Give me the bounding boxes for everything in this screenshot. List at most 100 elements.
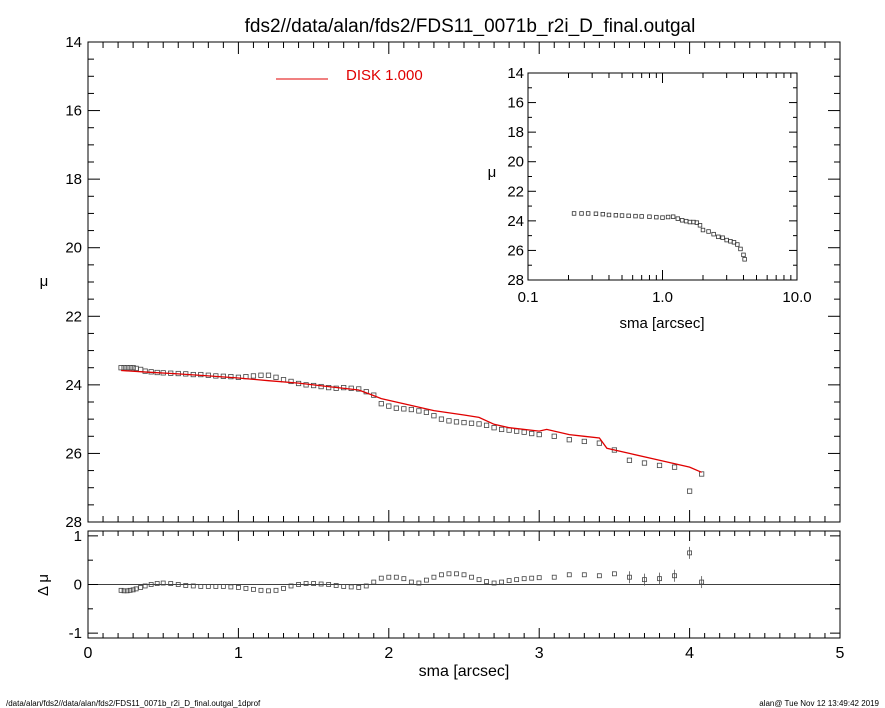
main-data-point (536, 431, 542, 438)
residual-data-point (499, 579, 505, 585)
main-data-point (121, 365, 127, 371)
residual-data-point (154, 581, 160, 586)
residual-data-point (536, 575, 542, 581)
residual-data-point (401, 576, 407, 582)
main-data-point (138, 366, 144, 373)
residual-data-point (168, 581, 174, 586)
inset-data-point (571, 211, 577, 216)
residual-data-point (484, 579, 489, 584)
footer-file-path: /data/alan/fds2//data/alan/fds2/FDS11_00… (6, 699, 261, 708)
residual-data-point (311, 581, 317, 586)
inset-y-axis-label: μ (488, 164, 497, 181)
main-data-point (699, 471, 705, 477)
main-y-tick-label: 22 (65, 308, 82, 325)
residual-data-point (183, 583, 189, 588)
residual-data-point (439, 572, 444, 578)
main-data-point (687, 488, 693, 494)
chart-title: fds2//data/alan/fds2/FDS11_0071b_r2i_D_f… (245, 16, 696, 37)
main-data-point (483, 422, 490, 428)
main-y-tick-label: 16 (65, 103, 82, 120)
residual-data-point (431, 574, 437, 580)
legend-label: DISK 1.000 (346, 67, 423, 84)
residual-data-point (551, 574, 557, 580)
residual-data-point (228, 584, 234, 590)
residual-data-point (281, 585, 286, 591)
main-data-point (626, 457, 633, 463)
residual-data-point (190, 583, 196, 589)
inset-y-tick-label: 22 (507, 183, 524, 200)
residual-data-point (251, 586, 256, 592)
residual-data-point (130, 587, 136, 593)
main-data-point (641, 460, 648, 466)
residual-x-axis-label: sma [arcsec] (419, 663, 510, 680)
inset-data-point (626, 213, 631, 219)
inset-data-point (613, 213, 619, 218)
main-data-point (258, 372, 264, 378)
residual-y-axis: 1 0 -1 (69, 528, 840, 642)
residual-x-tick-label: 2 (384, 645, 393, 662)
residual-data-point (657, 576, 662, 582)
residual-data-point (393, 574, 399, 580)
inset-data-point (654, 214, 659, 220)
inset-data-point (694, 220, 700, 225)
main-data-point (378, 401, 384, 407)
inset-data-point (670, 214, 676, 219)
inset-data-point (579, 211, 584, 216)
inset-y-tick-label: 16 (507, 95, 524, 112)
main-data-point (130, 365, 136, 371)
residual-data-point (124, 588, 130, 594)
inset-data-point (600, 212, 606, 217)
inset-data-point (728, 239, 733, 244)
main-x-axis (87, 42, 841, 522)
residual-data-point (416, 580, 422, 586)
main-data-points (118, 365, 705, 494)
residual-data-point (378, 575, 384, 581)
main-data-point (250, 373, 257, 379)
residual-x-axis: 0 1 2 3 4 5 (84, 531, 845, 662)
main-data-point (461, 419, 467, 426)
main-y-tick-label: 26 (65, 445, 82, 462)
main-data-point (656, 462, 663, 469)
residual-data-point (612, 571, 617, 577)
main-data-point (423, 409, 430, 415)
residual-y-tick-label: 0 (74, 577, 82, 594)
main-y-tick-label: 14 (65, 34, 82, 51)
residual-data-point (288, 583, 294, 589)
residual-data-point (213, 584, 219, 589)
inset-y-tick-label: 18 (507, 124, 524, 141)
inset-data-point (741, 252, 746, 258)
inset-data-point (687, 219, 693, 225)
inset-data-point (700, 227, 706, 233)
main-data-point (566, 437, 572, 443)
residual-data-point (356, 585, 362, 590)
residual-data-point (220, 584, 226, 589)
residual-data-point (491, 580, 497, 586)
residual-data-point (506, 578, 512, 584)
main-data-point (453, 419, 460, 425)
residual-data-point (581, 572, 587, 578)
inset-data-point (716, 234, 721, 240)
main-data-point (498, 426, 505, 433)
main-data-point (326, 384, 332, 391)
main-data-point (529, 430, 535, 437)
inset-data-point (665, 214, 671, 220)
residual-data-point (296, 582, 301, 587)
residual-x-tick-label: 0 (84, 645, 93, 662)
main-data-point (198, 371, 204, 378)
residual-data-point (341, 584, 347, 589)
main-plot-frame (87, 41, 841, 523)
main-y-tick-label: 20 (65, 240, 82, 257)
main-data-point (124, 365, 130, 371)
residual-data-point (371, 579, 377, 585)
residual-data-point (127, 587, 133, 593)
main-data-point (581, 438, 587, 445)
inset-data-point (639, 214, 644, 219)
residual-data-point (699, 579, 705, 585)
inset-y-axis: 14 16 18 20 22 24 26 28 (507, 65, 797, 289)
residual-data-point (687, 550, 692, 556)
inset-data-point (706, 229, 711, 234)
residual-data-point (408, 579, 414, 585)
inset-y-tick-label: 20 (507, 154, 524, 171)
inset-data-point (731, 240, 737, 245)
